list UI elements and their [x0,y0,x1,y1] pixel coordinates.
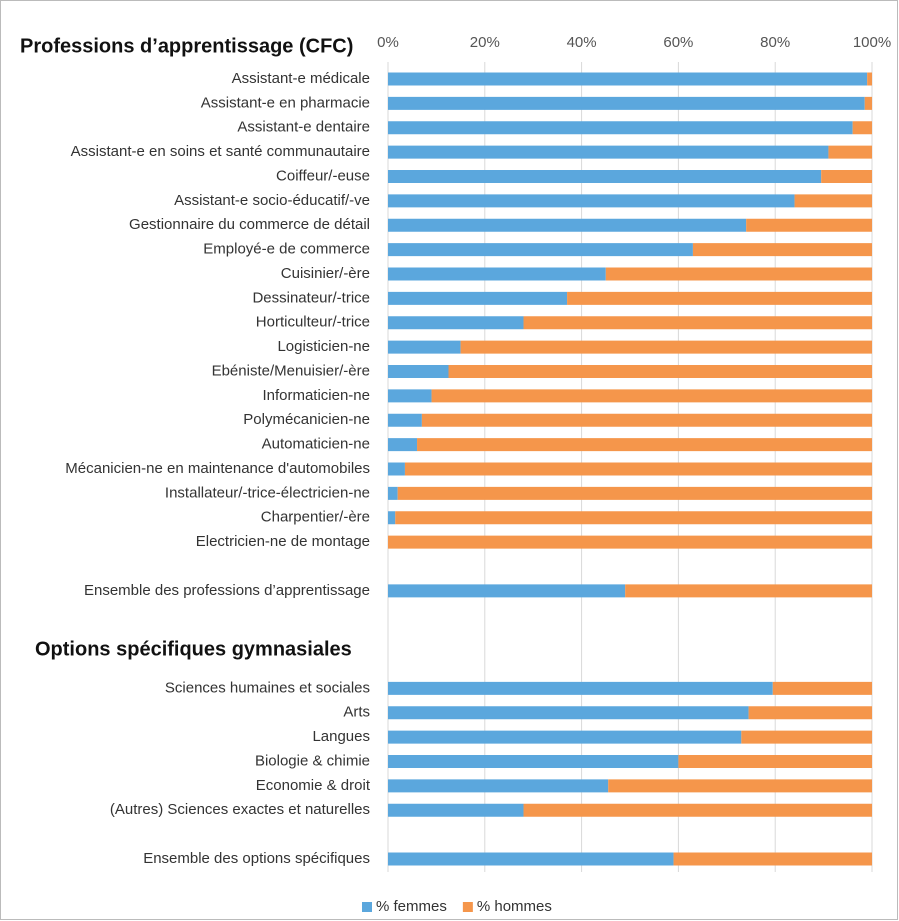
bar-segment [404,462,872,476]
y-tick-label: Assistant-e en soins et santé communauta… [71,143,370,160]
bar-segment [388,267,606,281]
bar-segment [746,218,872,232]
y-tick-label: Charpentier/-ère [261,509,370,526]
bar-segment [388,462,405,476]
bar-segment [388,96,865,110]
legend-label: % femmes [376,898,447,915]
y-tick-label: Horticulteur/-trice [256,314,370,331]
bar-segment [388,170,822,183]
bar-segment [388,681,773,695]
y-tick-label: Assistant-e en pharmacie [201,94,370,111]
bar-segment [625,584,872,598]
section-header: Professions d’apprentissage (CFC) [20,35,353,57]
bar-segment [673,852,872,866]
y-tick-label: Coiffeur/-euse [276,167,370,184]
bar-segment [567,291,872,305]
y-tick-label: Polymécanicien-ne [243,411,370,428]
bar-segment [388,340,461,354]
y-tick-label: Assistant-e socio-éducatif/-ve [174,192,370,209]
y-tick-label: Automaticien-ne [262,436,370,453]
y-tick-label: Economie & droit [256,777,371,794]
bar-segment [741,730,872,744]
y-tick-label: Electricien-ne de montage [196,533,370,550]
bar-segment [867,72,872,86]
bar-segment [388,511,396,525]
bar-segment [388,72,868,86]
bar-segment [692,243,872,257]
bar-segment [828,145,872,159]
y-tick-label: Mécanicien-ne en maintenance d'automobil… [65,460,370,477]
y-tick-label: Ensemble des professions d’apprentissage [84,582,370,599]
bar-segment [421,413,872,427]
legend-label: % hommes [477,898,552,915]
bar-segment [388,316,524,330]
bar-segment [388,145,829,159]
bar-segment [388,755,679,768]
bar-segment [523,803,872,817]
y-tick-label: Ebéniste/Menuisier/-ère [212,362,370,379]
y-tick-label: Employé-e de commerce [203,241,370,258]
y-tick-label: Informaticien-ne [262,387,370,404]
section-header: Options spécifiques gymnasiales [35,638,352,660]
y-tick-label: Cuisinier/-ère [281,265,370,282]
bar-segment [388,706,749,720]
bar-segment [608,779,872,793]
y-tick-label: Assistant-e dentaire [237,119,370,136]
y-tick-label: Arts [343,704,370,721]
y-tick-label: Dessinateur/-trice [252,289,370,306]
bar-segment [678,755,872,768]
bar-segment [388,803,524,817]
y-tick-label: Logisticien-ne [277,338,370,355]
bar-segment [864,96,872,110]
x-tick-label: 20% [470,34,500,51]
bar-segment [397,486,872,500]
y-tick-label: Langues [312,728,370,745]
legend-swatch [462,902,473,912]
y-tick-label: (Autres) Sciences exactes et naturelles [110,801,370,818]
bar-segment [523,316,872,330]
y-tick-label: Biologie & chimie [255,752,370,769]
legend-swatch [362,902,372,912]
bar-segment [605,267,872,281]
bar-segment [388,194,795,208]
bar-segment [417,438,872,452]
bar-segment [388,365,449,378]
bar-segment [821,170,872,183]
bar-segment [772,681,872,695]
bar-segment [388,438,418,452]
bar-segment [794,194,872,208]
bar-segment [388,535,872,549]
y-tick-label: Gestionnaire du commerce de détail [129,216,370,233]
bar-segment [431,389,872,403]
x-tick-label: 0% [377,34,399,51]
bar-segment [388,121,853,135]
bar-segment [388,243,693,257]
bar-segment [448,365,872,378]
bar-segment [388,486,398,500]
y-tick-label: Ensemble des options spécifiques [143,850,370,867]
bar-segment [388,730,742,744]
bar-segment [748,706,872,720]
x-tick-label: 80% [760,34,790,51]
bar-segment [388,389,432,403]
bar-segment [852,121,872,135]
bar-segment [388,413,422,427]
bar-segment [388,218,747,232]
x-tick-label: 100% [853,34,891,51]
bar-segment [395,511,872,525]
x-tick-label: 40% [567,34,597,51]
bar-segment [388,852,674,866]
y-tick-label: Installateur/-trice-électricien-ne [165,484,370,501]
bar-segment [388,584,626,598]
bar-segment [388,779,609,793]
bar-segment [460,340,872,354]
y-tick-label: Assistant-e médicale [232,70,370,87]
bar-segment [388,291,568,305]
y-tick-label: Sciences humaines et sociales [165,679,370,696]
x-tick-label: 60% [663,34,693,51]
